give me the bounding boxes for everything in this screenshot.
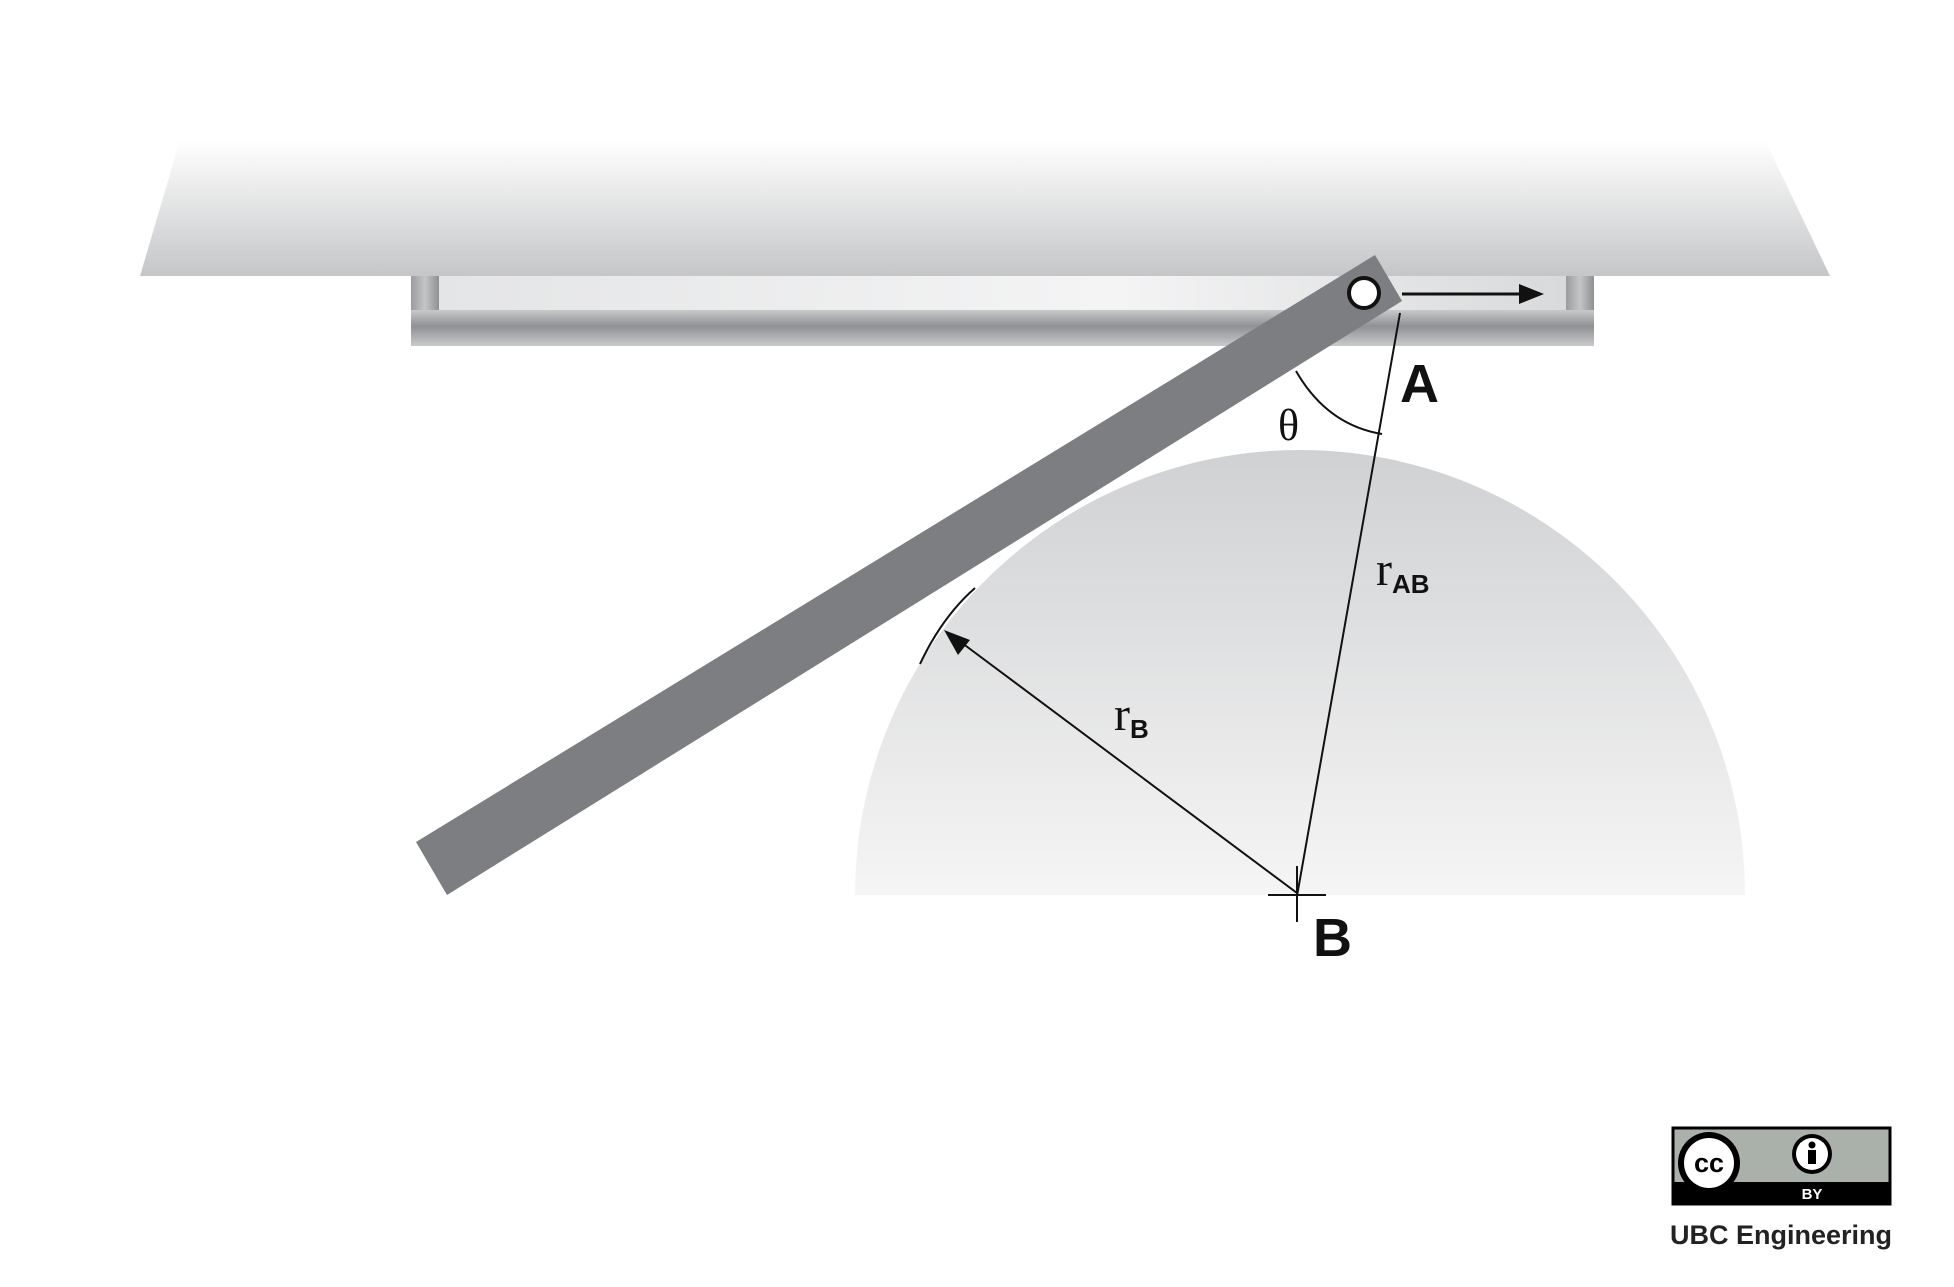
pin-a xyxy=(1347,276,1381,310)
rail-post-right xyxy=(1566,276,1594,310)
label-b: B xyxy=(1313,908,1352,968)
label-r-b-sub: B xyxy=(1130,714,1149,744)
ceiling-slab xyxy=(140,140,1830,276)
badge-by-text: BY xyxy=(1802,1186,1823,1203)
rail-bar xyxy=(411,310,1594,346)
r-b-arrowhead xyxy=(944,630,970,655)
velocity-arrowhead xyxy=(1519,284,1544,304)
cc-by-badge: cc BY xyxy=(1671,1126,1892,1206)
cc-text: cc xyxy=(1694,1148,1724,1178)
label-r-b-main: r xyxy=(1114,688,1130,741)
label-theta: θ xyxy=(1278,401,1299,450)
attribution-person-icon xyxy=(1792,1134,1832,1174)
r-ab-line xyxy=(1296,312,1401,897)
semicircle-surface xyxy=(855,450,1745,895)
angle-arc xyxy=(1295,370,1383,435)
label-r-ab-main: r xyxy=(1376,543,1392,596)
label-r-ab-sub: AB xyxy=(1392,569,1430,599)
credit-text: UBC Engineering xyxy=(1670,1220,1892,1250)
cc-icon: cc xyxy=(1678,1132,1740,1194)
r-b-line xyxy=(957,639,1298,894)
label-r-b: rB xyxy=(1114,688,1149,744)
label-a: A xyxy=(1400,354,1439,414)
rail-post-left xyxy=(411,276,439,310)
r-b-arc-tick xyxy=(919,587,976,665)
label-r-ab: rAB xyxy=(1376,543,1430,599)
rod xyxy=(416,255,1402,895)
